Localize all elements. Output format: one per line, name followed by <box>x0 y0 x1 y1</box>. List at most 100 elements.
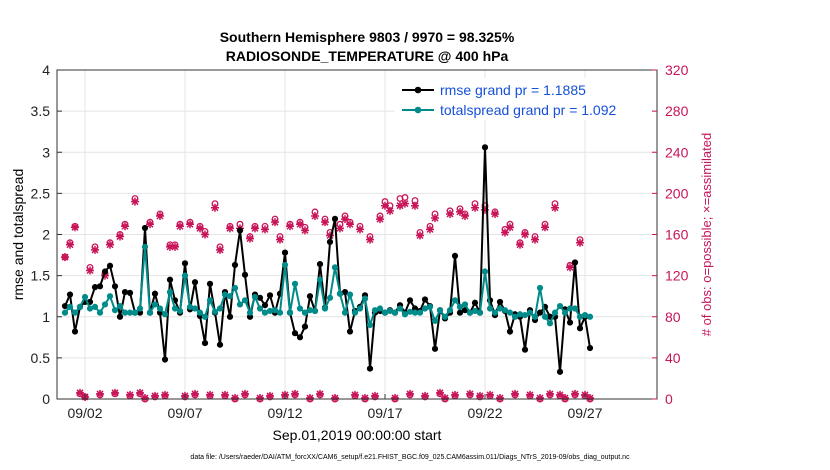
rmse-point <box>71 328 79 335</box>
obs-assimilated-marker <box>461 211 469 220</box>
obs-assimilated-marker <box>216 245 224 254</box>
obs-assimilated-marker <box>271 218 279 227</box>
obs-assimilated-marker <box>396 201 404 210</box>
y-left-tick-label: 0 <box>42 391 50 407</box>
obs-assimilated-marker <box>211 203 219 212</box>
obs-assimilated-marker <box>441 393 449 402</box>
totalspread-point <box>406 308 414 315</box>
totalspread-point <box>166 288 174 296</box>
obs-assimilated-marker <box>456 207 464 216</box>
rmse-point <box>316 261 324 268</box>
rmse-point <box>406 297 414 304</box>
totalspread-point <box>521 312 529 319</box>
rmse-point <box>236 227 244 234</box>
obs-assimilated-marker <box>121 222 129 231</box>
obs-assimilated-marker <box>191 389 199 398</box>
rmse-point <box>291 330 299 337</box>
obs-assimilated-marker <box>351 390 359 399</box>
obs-assimilated-marker <box>246 234 254 243</box>
totalspread-point <box>236 301 244 308</box>
totalspread-point <box>171 305 179 312</box>
rmse-point <box>431 345 439 352</box>
obs-assimilated-marker <box>111 388 119 397</box>
y-right-tick-label: 280 <box>665 103 689 119</box>
obs-assimilated-marker <box>316 389 324 398</box>
rmse-point <box>96 283 104 290</box>
obs-assimilated-marker <box>536 393 544 402</box>
obs-assimilated-marker <box>426 225 434 234</box>
totalspread-point <box>111 307 119 314</box>
x-tick-label: 09/17 <box>367 405 402 421</box>
totalspread-point <box>581 312 589 319</box>
y-right-tick-label: 320 <box>665 62 689 78</box>
totalspread-point <box>381 309 389 316</box>
obs-assimilated-marker <box>256 393 264 402</box>
y-left-tick-label: 1.5 <box>31 268 51 284</box>
totalspread-point <box>506 309 514 316</box>
totalspread-point <box>546 320 554 327</box>
totalspread-point <box>531 313 539 320</box>
rmse-point <box>111 283 119 290</box>
obs-assimilated-marker <box>356 225 364 234</box>
rmse-point <box>216 341 224 348</box>
rmse-point <box>536 309 544 316</box>
rmse-point <box>506 328 514 335</box>
totalspread-point <box>481 268 489 275</box>
totalspread-point <box>101 301 109 308</box>
obs-assimilated-marker <box>161 390 169 399</box>
y-left-tick-label: 0.5 <box>31 350 51 366</box>
totalspread-point <box>311 307 319 315</box>
obs-assimilated-marker <box>531 235 539 244</box>
totalspread-point <box>411 309 419 316</box>
totalspread-point <box>476 309 484 316</box>
obs-assimilated-marker <box>371 391 379 400</box>
totalspread-point <box>556 302 564 310</box>
totalspread-point <box>466 309 474 316</box>
totalspread-point <box>226 293 234 300</box>
obs-assimilated-marker <box>481 205 489 214</box>
obs-assimilated-marker <box>336 224 344 233</box>
y-right-tick-label: 120 <box>665 268 689 284</box>
obs-assimilated-marker <box>331 393 339 402</box>
rmse-point <box>166 276 174 283</box>
obs-assimilated-marker <box>286 222 294 231</box>
x-tick-label: 09/07 <box>167 405 202 421</box>
totalspread-point <box>131 309 139 316</box>
obs-assimilated-marker <box>291 389 299 398</box>
totalspread-point <box>421 305 429 312</box>
rmse-point <box>206 280 214 287</box>
rmse-point <box>241 271 249 278</box>
rmse-point <box>421 296 429 303</box>
obs-assimilated-marker <box>116 232 124 241</box>
obs-assimilated-marker <box>196 224 204 233</box>
rmse-point <box>556 368 564 375</box>
obs-assimilated-marker <box>136 388 144 397</box>
obs-assimilated-marker <box>466 389 474 398</box>
totalspread-point <box>66 303 74 310</box>
totalspread-point <box>71 309 79 316</box>
rmse-point <box>481 144 489 151</box>
totalspread-point <box>356 305 364 312</box>
obs-assimilated-marker <box>66 240 74 249</box>
obs-assimilated-marker <box>71 223 79 232</box>
obs-assimilated-marker <box>576 238 584 247</box>
obs-assimilated-marker <box>446 209 454 218</box>
rmse-point <box>191 279 199 286</box>
obs-assimilated-marker <box>231 393 239 402</box>
axis-ticks: 00.511.522.533.5404080120160200240280320… <box>31 62 689 421</box>
obs-assimilated-marker <box>416 231 424 240</box>
totalspread-point <box>541 313 549 320</box>
obs-assimilated-marker <box>151 391 159 400</box>
totalspread-point <box>151 301 159 308</box>
totalspread-point <box>176 307 184 315</box>
obs-assimilated-marker <box>376 215 384 224</box>
totalspread-point <box>216 305 224 312</box>
obs-assimilated-marker <box>406 389 414 398</box>
rmse-point <box>201 339 209 347</box>
y-right-tick-label: 40 <box>665 350 681 366</box>
obs-assimilated-marker <box>496 393 504 402</box>
obs-assimilated-marker <box>486 390 494 399</box>
y-axis-label-left: rmse and totalspread <box>10 169 26 301</box>
totalspread-point <box>391 309 399 316</box>
